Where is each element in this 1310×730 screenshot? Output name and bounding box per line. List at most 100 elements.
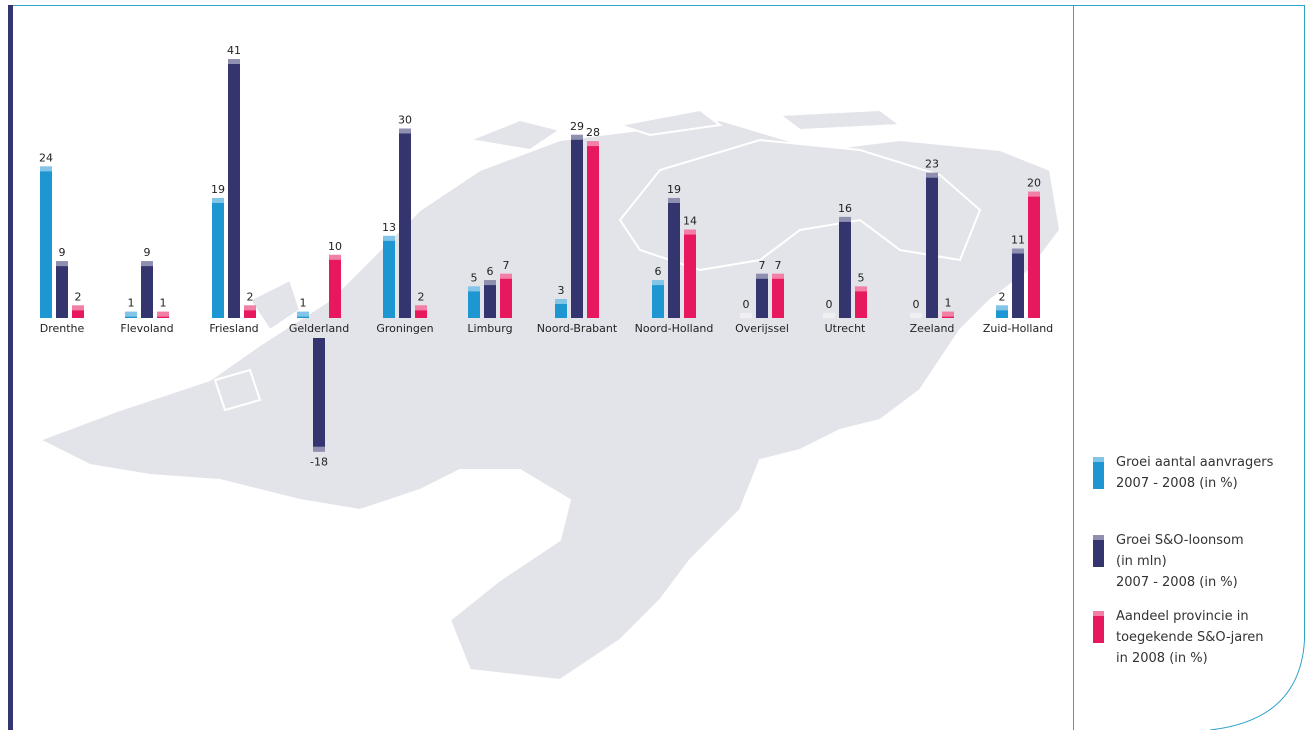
bar-cap	[910, 313, 922, 318]
bar	[500, 273, 512, 318]
value-label: 23	[925, 158, 939, 171]
x-tick-label: Gelderland	[289, 322, 349, 335]
bar-cap	[772, 273, 784, 279]
x-tick-label: Utrecht	[825, 322, 866, 335]
value-label: 9	[59, 246, 66, 259]
value-label: 0	[826, 298, 833, 311]
bar-cap	[56, 261, 68, 267]
value-label: 16	[838, 202, 852, 215]
x-tick-label: Zeeland	[910, 322, 955, 335]
panel-edge	[1209, 5, 1305, 730]
value-label: 24	[39, 151, 53, 164]
legend-item: Groei S&O-loonsom (in mln) 2007 - 2008 (…	[1093, 530, 1293, 593]
bar	[756, 273, 768, 318]
bar-cap	[484, 280, 496, 286]
bar-cap	[228, 59, 240, 64]
value-label: 19	[667, 183, 681, 196]
legend-swatch	[1093, 457, 1104, 489]
legend-item: Groei aantal aanvragers 2007 - 2008 (in …	[1093, 452, 1293, 494]
bar	[329, 254, 341, 318]
bar-cap	[468, 286, 480, 292]
bar	[942, 311, 954, 318]
value-label: 11	[1011, 234, 1025, 247]
bar-cap	[684, 229, 696, 235]
bar-cap	[297, 311, 309, 317]
value-label: 7	[759, 259, 766, 272]
x-tick-label: Zuid-Holland	[983, 322, 1053, 335]
x-tick-label: Limburg	[467, 322, 512, 335]
x-tick-label: Flevoland	[120, 322, 173, 335]
bar	[244, 305, 256, 318]
bar-cap	[415, 305, 427, 311]
value-label: 6	[487, 265, 494, 278]
bar-cap	[72, 305, 84, 311]
value-label: 5	[858, 271, 865, 284]
value-label: 3	[558, 284, 565, 297]
value-label: 1	[160, 297, 167, 310]
legend-item: Aandeel provincie in toegekende S&O-jare…	[1093, 606, 1293, 669]
bar	[56, 261, 68, 318]
value-label: 9	[144, 246, 151, 259]
value-label: 2	[418, 290, 425, 303]
bar-cap	[141, 261, 153, 267]
bar-cap	[157, 311, 169, 317]
bar	[772, 273, 784, 318]
bar	[1012, 248, 1024, 318]
bar-cap	[383, 235, 395, 241]
bar-cap	[555, 299, 567, 305]
bar-cap	[823, 313, 835, 318]
bar-cap	[652, 280, 664, 286]
bar-cap	[40, 166, 52, 172]
value-label: 1	[945, 297, 952, 310]
value-label: 10	[328, 240, 342, 253]
bar-cap	[399, 128, 411, 134]
value-label: 6	[655, 265, 662, 278]
value-label: 14	[683, 215, 697, 228]
bar-cap	[212, 197, 224, 203]
value-label: 7	[503, 259, 510, 272]
bar-cap	[1012, 248, 1024, 254]
bar-cap	[756, 273, 768, 279]
bar	[40, 166, 52, 318]
bar	[555, 299, 567, 318]
bar	[125, 311, 137, 318]
bar	[383, 235, 395, 318]
value-label: 0	[743, 298, 750, 311]
bar	[684, 229, 696, 318]
value-label: 0	[913, 298, 920, 311]
bar	[399, 128, 411, 318]
bar	[228, 59, 240, 318]
value-label: 29	[570, 120, 584, 133]
value-label: 5	[471, 271, 478, 284]
bar-cap	[740, 313, 752, 318]
value-label: 7	[775, 259, 782, 272]
bar	[571, 134, 583, 318]
bar	[484, 280, 496, 318]
value-label: 28	[586, 126, 600, 139]
bar	[926, 172, 938, 318]
bar	[587, 141, 599, 318]
bar-cap	[855, 286, 867, 292]
value-label: 1	[300, 297, 307, 310]
bar-cap	[926, 172, 938, 178]
bar	[313, 338, 325, 452]
bar-cap	[587, 141, 599, 147]
left-rule	[8, 5, 13, 730]
bar	[141, 261, 153, 318]
legend-swatch	[1093, 611, 1104, 643]
bar	[855, 286, 867, 318]
bar-cap	[244, 305, 256, 311]
bar	[1028, 191, 1040, 318]
legend-label: Aandeel provincie in toegekende S&O-jare…	[1116, 609, 1264, 666]
value-label: -18	[310, 456, 328, 469]
legend-label: Groei aantal aanvragers 2007 - 2008 (in …	[1116, 455, 1274, 491]
bar-cap	[571, 134, 583, 140]
bar-cap	[313, 446, 325, 452]
value-label: 30	[398, 113, 412, 126]
x-tick-label: Friesland	[209, 322, 258, 335]
bar	[157, 311, 169, 318]
bar-cap	[839, 216, 851, 222]
bar	[297, 311, 309, 318]
